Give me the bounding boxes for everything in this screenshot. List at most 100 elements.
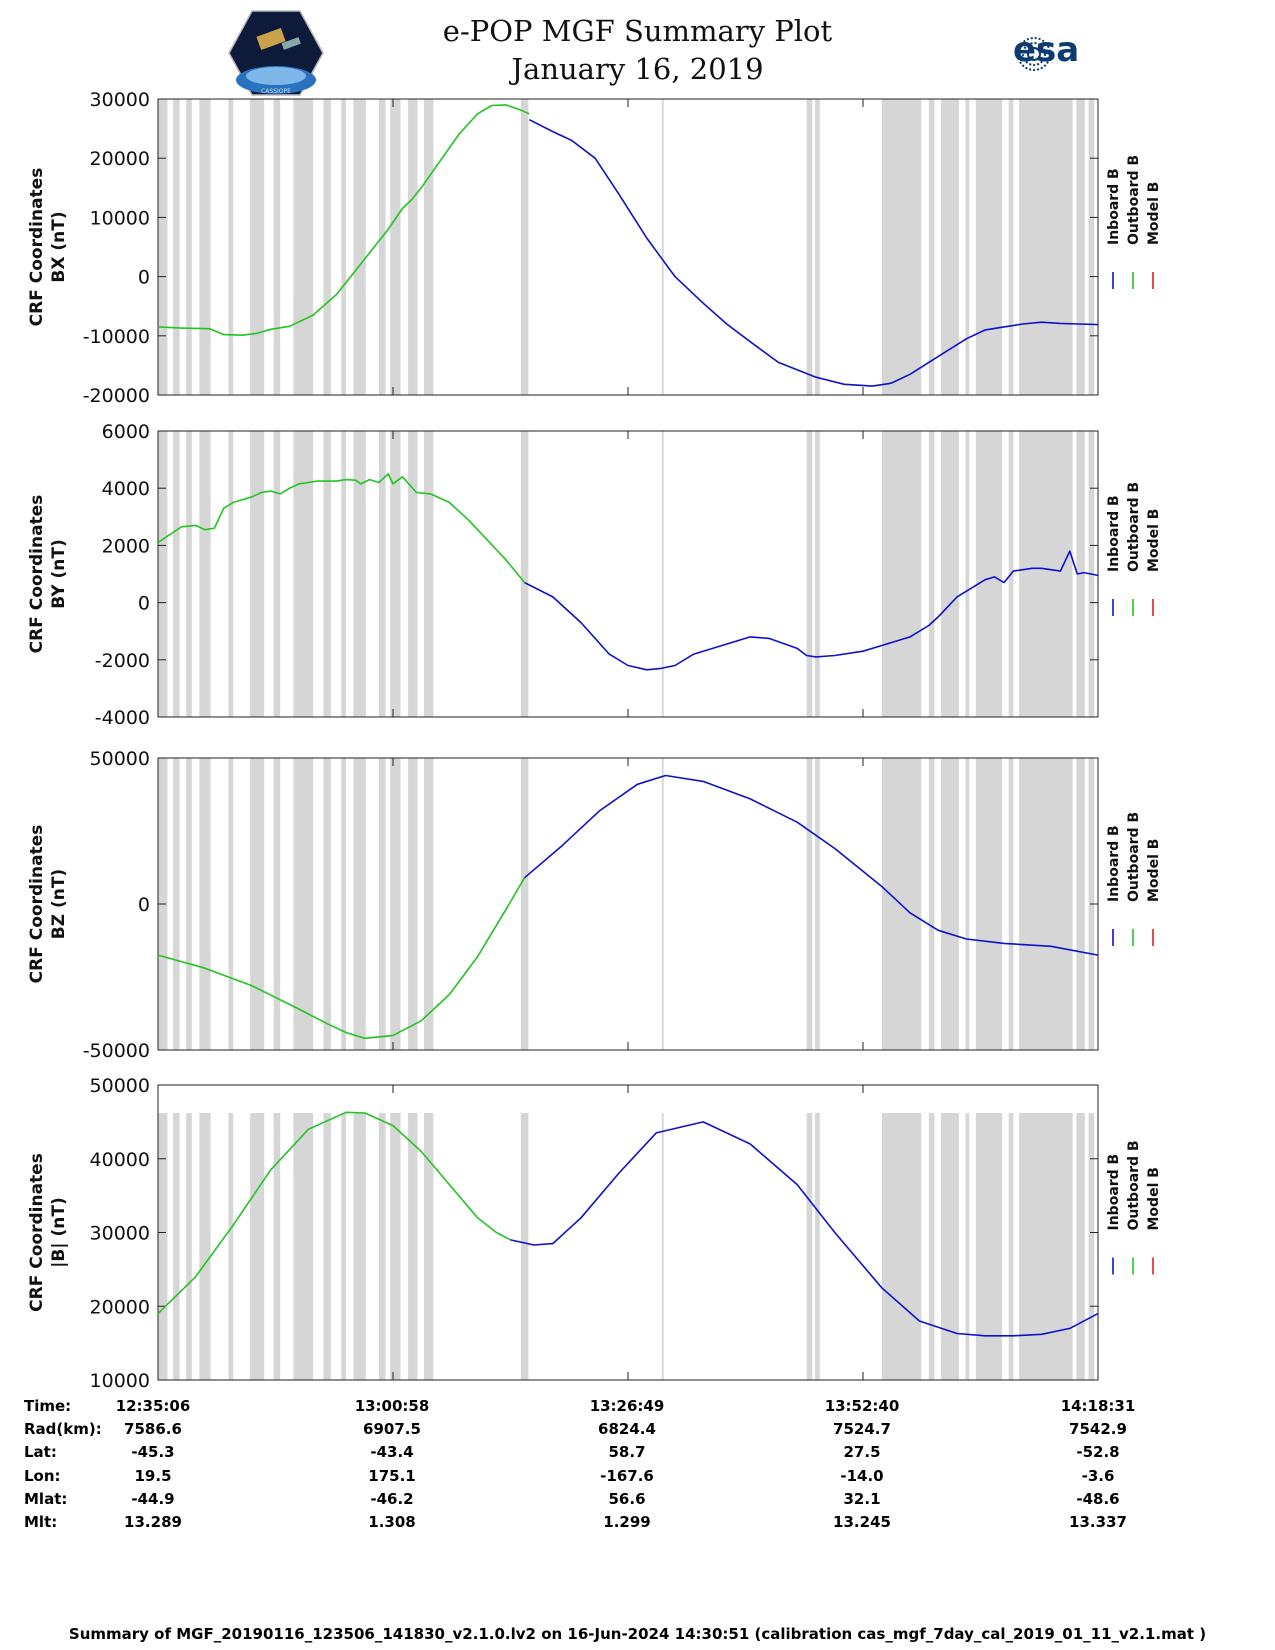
data-gap-band xyxy=(928,758,935,1050)
series-line-inboard-b xyxy=(524,774,1099,956)
series-line-outboard-b xyxy=(157,877,526,1040)
y-tick-label: 30000 xyxy=(90,89,150,111)
y-tick-label: -4000 xyxy=(95,707,150,729)
legend: Inboard B Outboard B Model B xyxy=(1106,482,1162,616)
data-gap-band xyxy=(390,431,401,717)
data-gap-band xyxy=(661,1113,664,1380)
y-tick-label: 4000 xyxy=(102,478,150,500)
esa-logo-mark xyxy=(1017,37,1051,71)
data-gap-band xyxy=(941,99,959,395)
table-cell: 7586.6 xyxy=(124,1420,182,1438)
table-cell: 58.7 xyxy=(608,1443,646,1461)
data-gap-band xyxy=(1008,1113,1014,1380)
table-cell: 175.1 xyxy=(368,1467,416,1485)
y-tick-label: -10000 xyxy=(83,326,150,348)
y-axis-label: CRF Coordinates xyxy=(27,168,47,327)
data-gap-band xyxy=(250,1113,265,1380)
y-tick-label: 2000 xyxy=(102,535,150,557)
table-cell: -3.6 xyxy=(1081,1467,1115,1485)
y-tick-label: 0 xyxy=(138,267,150,289)
data-gap-band xyxy=(390,1113,401,1380)
y-axis-label: |B| (nT) xyxy=(49,1197,69,1268)
data-gap-band xyxy=(173,1113,180,1380)
data-gap-band xyxy=(341,99,346,395)
data-gap-band xyxy=(975,99,1003,395)
data-gap-band xyxy=(378,431,386,717)
data-gap-band xyxy=(815,431,820,717)
data-gap-band xyxy=(173,431,180,717)
data-gap-band xyxy=(975,431,1003,717)
esa-logo-text: esa xyxy=(1013,30,1080,70)
table-cell: -45.3 xyxy=(131,1443,175,1461)
y-tick-label: -20000 xyxy=(83,385,150,407)
data-gap-band xyxy=(1019,99,1073,395)
legend-label: Outboard B xyxy=(1126,482,1142,572)
y-tick-label: 50000 xyxy=(90,748,150,770)
data-gap-band xyxy=(228,758,234,1050)
plot-title: e-POP MGF Summary Plot xyxy=(442,14,833,48)
data-gap-band xyxy=(520,1113,529,1380)
table-cell: -14.0 xyxy=(840,1467,884,1485)
chart-panel-4: 10000 20000 30000 40000 50000 CRF Coordinates… xyxy=(27,1075,1162,1392)
data-gap-band xyxy=(173,758,180,1050)
data-gap-band xyxy=(1019,758,1073,1050)
data-gap-band xyxy=(293,1113,314,1380)
table-cell: -52.8 xyxy=(1076,1443,1120,1461)
data-gap-band xyxy=(390,99,401,395)
legend-label: Model B xyxy=(1146,839,1162,902)
series-line-outboard-b xyxy=(157,1111,511,1315)
table-cell: 13.245 xyxy=(833,1513,891,1531)
y-tick-label: 0 xyxy=(138,593,150,615)
y-tick-label: 6000 xyxy=(102,421,150,443)
y-tick-label: 0 xyxy=(138,894,150,916)
data-gap-band xyxy=(975,758,1003,1050)
y-tick-label: 20000 xyxy=(90,148,150,170)
data-gap-band xyxy=(1076,758,1085,1050)
data-gap-band xyxy=(815,99,820,395)
data-gap-band xyxy=(273,758,281,1050)
chart-panel-3: -50000 0 50000 CRF Coordinates BZ (nT) Inboar… xyxy=(27,748,1162,1062)
data-gap-band xyxy=(341,758,346,1050)
data-gap-band xyxy=(186,99,192,395)
data-gap-band xyxy=(341,431,346,717)
legend: Inboard B Outboard B Model B xyxy=(1106,812,1162,946)
legend-label: Model B xyxy=(1146,182,1162,245)
table-cell: 13.289 xyxy=(124,1513,182,1531)
data-gap-band xyxy=(228,431,234,717)
data-gap-band xyxy=(806,99,813,395)
table-cell: 13:26:49 xyxy=(589,1397,665,1415)
data-gap-band xyxy=(941,431,959,717)
table-cell: -167.6 xyxy=(600,1467,654,1485)
data-gap-band xyxy=(806,431,813,717)
data-gap-band xyxy=(815,1113,820,1380)
legend-label: Model B xyxy=(1146,1167,1162,1230)
data-gap-band xyxy=(1088,1113,1095,1380)
series-line-inboard-b xyxy=(524,550,1099,671)
table-row-label: Mlt: xyxy=(24,1513,58,1531)
table-cell: 56.6 xyxy=(608,1490,646,1508)
data-gap-band xyxy=(520,431,529,717)
table-cell: -43.4 xyxy=(370,1443,414,1461)
data-gap-band xyxy=(293,431,314,717)
legend-label: Outboard B xyxy=(1126,812,1142,902)
y-axis-label: BZ (nT) xyxy=(49,869,69,939)
data-gap-band xyxy=(1019,1113,1073,1380)
data-gap-band xyxy=(941,1113,959,1380)
data-gap-band xyxy=(293,758,314,1050)
data-gap-band xyxy=(661,758,664,1050)
data-gap-band xyxy=(965,1113,970,1380)
table-cell: 32.1 xyxy=(843,1490,881,1508)
data-gap-band xyxy=(158,99,168,395)
data-gap-band xyxy=(158,1113,168,1380)
y-axis-label: CRF Coordinates xyxy=(27,825,47,984)
data-gap-band xyxy=(424,431,434,717)
data-gap-band xyxy=(408,99,418,395)
data-gap-band xyxy=(323,758,331,1050)
data-gap-band xyxy=(323,431,331,717)
data-gap-band xyxy=(815,758,820,1050)
table-cell: 6824.4 xyxy=(598,1420,656,1438)
data-gap-band xyxy=(186,431,192,717)
y-tick-label: 20000 xyxy=(90,1296,150,1318)
table-cell: 7542.9 xyxy=(1069,1420,1127,1438)
data-gap-band xyxy=(965,431,970,717)
